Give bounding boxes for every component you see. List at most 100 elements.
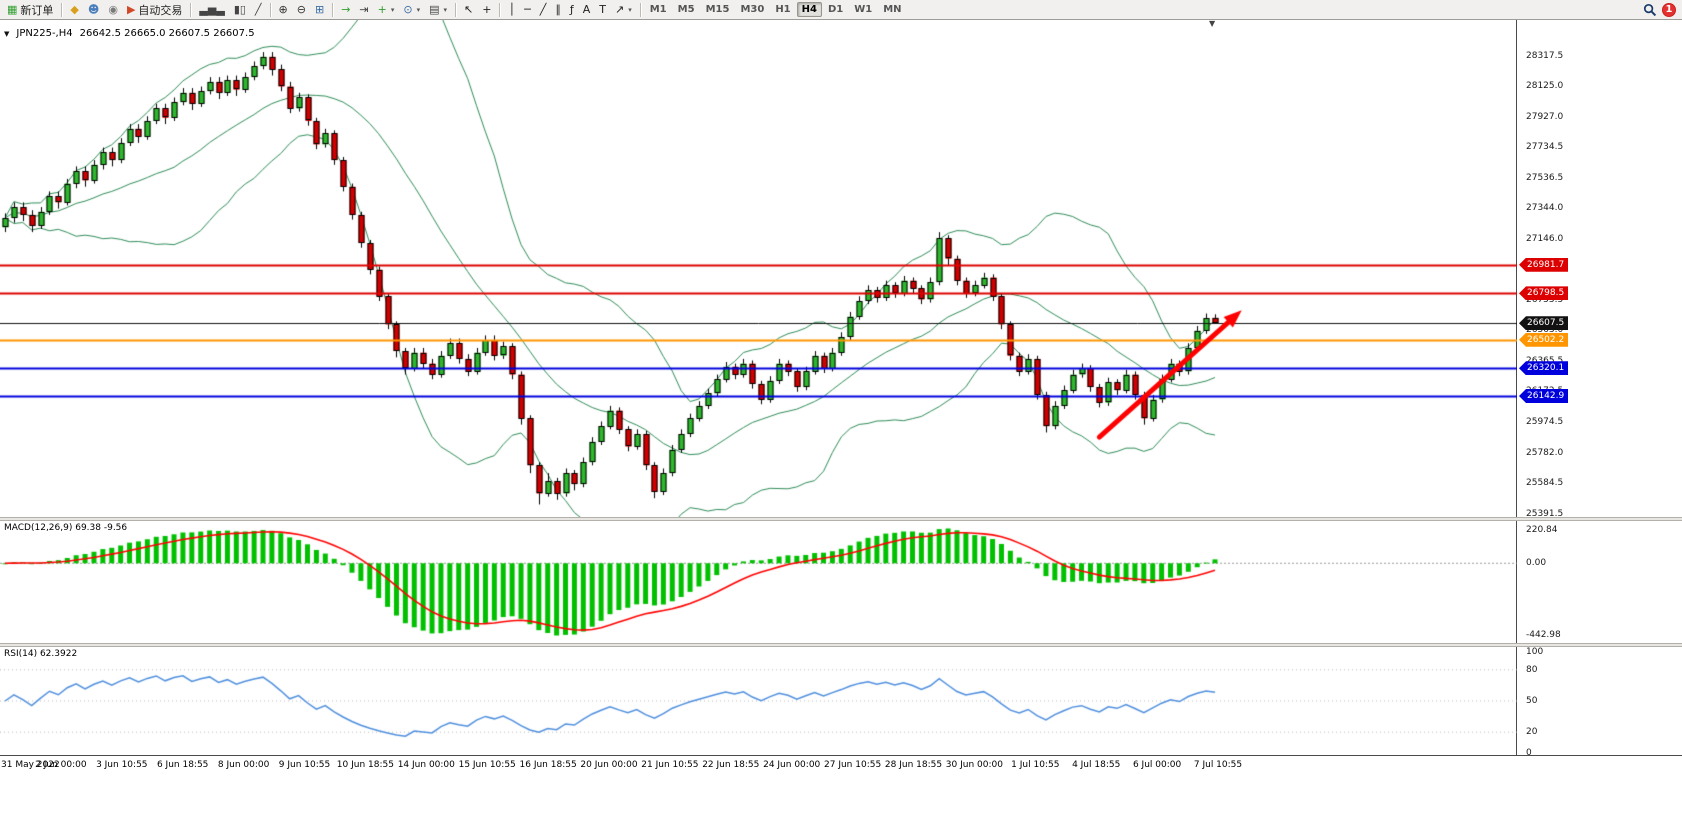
macd-axis-tick: 220.84 xyxy=(1526,525,1558,535)
time-axis[interactable]: 31 May 2022 2 Jun 00:00 3 Jun 10:55 6 Jun 1… xyxy=(0,755,1682,773)
periods-button[interactable]: ⊙ ▾ xyxy=(399,1,424,18)
chevron-down-icon[interactable]: ▾ xyxy=(416,5,421,14)
price-tick: 27344.0 xyxy=(1526,202,1564,213)
price-tick: 28125.0 xyxy=(1526,80,1564,91)
timeframe-w1[interactable]: W1 xyxy=(854,4,873,15)
line-chart-button[interactable]: ╱ xyxy=(251,1,266,18)
rsi-axis-tick: 100 xyxy=(1526,647,1544,657)
price-line-badge: 26502.2 xyxy=(1519,332,1569,347)
rsi-axis[interactable]: 100 80 50 20 0 xyxy=(1517,647,1681,758)
rsi-canvas[interactable] xyxy=(0,647,1517,755)
toolbar-separator xyxy=(332,2,334,17)
symbol-dropdown-icon[interactable]: ▼ xyxy=(4,29,10,38)
time-label: 27 Jun 10:55 xyxy=(824,760,882,770)
price-tick: 25974.5 xyxy=(1526,417,1564,428)
macd-canvas[interactable] xyxy=(0,521,1517,643)
zoom-in-button[interactable]: ⊕ xyxy=(275,1,292,18)
signals-button[interactable]: ◉ xyxy=(104,1,122,18)
text-label-button[interactable]: T xyxy=(595,1,610,18)
time-label: 7 Jul 10:55 xyxy=(1193,760,1243,770)
bar-chart-button[interactable]: ▃▅▃ xyxy=(195,1,228,18)
tile-windows-icon: ⊞ xyxy=(314,3,325,16)
price-tick: 26365.5 xyxy=(1526,356,1564,367)
main-price-pane: ▼ JPN225-,H4 26642.5 26665.0 26607.5 266… xyxy=(0,19,1682,519)
price-tick: 27927.0 xyxy=(1526,111,1564,122)
fibonacci-button[interactable]: ƒ xyxy=(566,1,578,18)
macd-axis[interactable]: 220.84 0.00 -442.98 xyxy=(1517,521,1681,643)
search-icon[interactable] xyxy=(1643,3,1657,17)
chart-shift-marker[interactable]: ▼ xyxy=(1209,19,1216,28)
chart-shift-button[interactable]: ⇥ xyxy=(355,1,372,18)
chevron-down-icon[interactable]: ▾ xyxy=(628,5,632,14)
time-label: 1 Jul 10:55 xyxy=(1011,760,1060,770)
time-label: 4 Jul 18:55 xyxy=(1072,760,1121,770)
toolbar-separator xyxy=(455,2,457,17)
time-label: 28 Jun 18:55 xyxy=(884,760,943,770)
time-label: 30 Jun 00:00 xyxy=(945,760,1003,770)
vertical-line-icon: │ xyxy=(508,3,516,16)
bar-chart-icon: ▃▅▃ xyxy=(199,3,225,16)
arrow-shapes-icon: ↗ xyxy=(614,3,625,16)
main-chart-canvas[interactable] xyxy=(0,20,1517,517)
chart-shift-icon: ⇥ xyxy=(359,3,369,16)
metaeditor-button[interactable]: ◆ xyxy=(66,1,82,18)
text-button[interactable]: A xyxy=(579,1,595,18)
timeframe-mn[interactable]: MN xyxy=(883,4,902,15)
tile-windows-button[interactable]: ⊞ xyxy=(311,1,328,18)
toolbar-separator xyxy=(269,2,271,17)
auto-scroll-button[interactable]: → xyxy=(337,1,354,18)
macd-label: MACD(12,26,9) 69.38 -9.56 xyxy=(4,523,128,533)
time-label: 24 Jun 00:00 xyxy=(763,760,821,770)
rsi-axis-tick: 20 xyxy=(1526,727,1538,738)
rsi-pane: RSI(14) 62.3922 100 80 50 20 0 xyxy=(0,647,1682,758)
timeframe-m1[interactable]: M1 xyxy=(649,4,667,15)
periods-icon: ⊙ xyxy=(403,3,413,16)
time-label: 20 Jun 00:00 xyxy=(580,760,638,770)
vertical-line-button[interactable]: │ xyxy=(504,1,519,18)
chevron-down-icon[interactable]: ▾ xyxy=(390,5,395,14)
timeframe-d1[interactable]: D1 xyxy=(827,4,844,15)
toolbar: ▦ 新订单 ◆ ☻ ◉ ▶ 自动交易 ▃▅▃ ▮▯ ╱ ⊕ ⊖ ⊞ → ⇥ + ▾ ⊙ ▾ ▤ ▾ ↖ + │ ─ ╱ ∥ ƒ A T ↗ ▾… xyxy=(0,0,1682,20)
timeframe-h4[interactable]: H4 xyxy=(796,2,822,17)
notification-badge[interactable]: 1 xyxy=(1662,2,1676,17)
timeframe-m30[interactable]: M30 xyxy=(740,4,765,15)
arrows-button[interactable]: ↗ ▾ xyxy=(611,1,636,18)
price-axis[interactable]: 28317.5 28125.0 27927.0 27734.5 27536.5 27344… xyxy=(1517,20,1681,519)
chart-window: ▼ JPN225-,H4 26642.5 26665.0 26607.5 266… xyxy=(0,19,1682,773)
new-order-icon: ▦ xyxy=(7,3,18,16)
toolbar-separator xyxy=(61,2,63,17)
equidistant-channel-icon: ∥ xyxy=(555,3,561,16)
cursor-icon: ↖ xyxy=(464,3,474,16)
cursor-button[interactable]: ↖ xyxy=(460,1,477,18)
time-label: 31 May 2022 xyxy=(1,760,60,770)
chevron-down-icon[interactable]: ▾ xyxy=(443,5,448,14)
price-line-badge: 26607.5 xyxy=(1519,316,1569,331)
main-plot: ▼ JPN225-,H4 26642.5 26665.0 26607.5 266… xyxy=(0,19,1517,517)
horizontal-line-icon: ─ xyxy=(524,3,531,16)
candlestick-chart-button[interactable]: ▮▯ xyxy=(230,1,250,18)
timeframe-m15[interactable]: M15 xyxy=(705,4,730,15)
symbol-info: ▼ JPN225-,H4 26642.5 26665.0 26607.5 266… xyxy=(4,28,255,39)
crosshair-button[interactable]: + xyxy=(478,1,495,18)
trendline-button[interactable]: ╱ xyxy=(536,1,551,18)
autotrading-button[interactable]: ▶ 自动交易 xyxy=(123,1,186,18)
line-chart-icon: ╱ xyxy=(254,3,262,16)
metaeditor-icon: ◆ xyxy=(70,3,79,16)
zoom-out-button[interactable]: ⊖ xyxy=(293,1,310,18)
timeframe-m5[interactable]: M5 xyxy=(677,4,695,15)
time-label: 21 Jun 10:55 xyxy=(641,760,699,770)
templates-button[interactable]: ▤ ▾ xyxy=(425,1,451,18)
pane-splitter[interactable] xyxy=(0,643,1682,647)
new-order-button[interactable]: ▦ 新订单 xyxy=(3,1,57,18)
fibonacci-icon: ƒ xyxy=(569,3,574,16)
pane-splitter[interactable] xyxy=(0,517,1682,521)
candlestick-chart-icon: ▮▯ xyxy=(233,3,246,16)
profiles-button[interactable]: ☻ xyxy=(84,1,103,18)
timeframe-h1[interactable]: H1 xyxy=(775,4,791,15)
price-tick: 25782.0 xyxy=(1526,447,1564,458)
horizontal-line-button[interactable]: ─ xyxy=(520,1,535,18)
price-tick: 25391.5 xyxy=(1526,508,1564,519)
indicators-button[interactable]: + ▾ xyxy=(374,1,399,18)
autotrading-icon: ▶ xyxy=(126,3,136,16)
channel-button[interactable]: ∥ xyxy=(551,1,565,18)
